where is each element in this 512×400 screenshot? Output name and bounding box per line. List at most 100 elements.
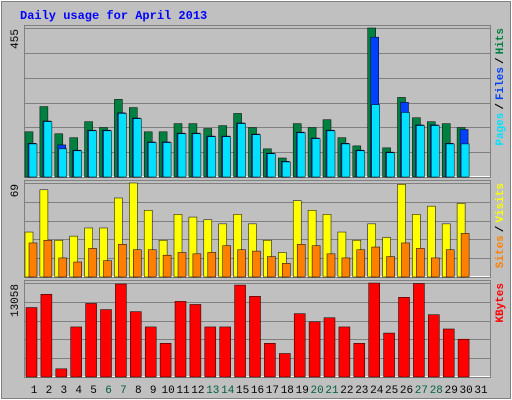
bar xyxy=(460,143,470,178)
bar xyxy=(356,249,366,278)
bar xyxy=(207,136,217,178)
legend-entry: KBytes xyxy=(495,283,507,323)
bar xyxy=(130,311,142,378)
chart-title: Daily usage for April 2013 xyxy=(20,9,207,23)
bar xyxy=(85,303,97,378)
bar xyxy=(88,248,97,278)
x-tick-label: 2 xyxy=(46,385,53,397)
bar xyxy=(25,307,38,378)
bar xyxy=(219,326,231,378)
bar xyxy=(118,244,127,278)
x-tick-label: 10 xyxy=(161,385,174,397)
x-tick-label: 9 xyxy=(150,385,157,397)
bar xyxy=(70,326,82,378)
bar xyxy=(368,282,380,378)
bar xyxy=(323,317,336,378)
bar xyxy=(431,125,440,178)
legend-entry: Visits xyxy=(495,183,507,223)
legend-entry: Files xyxy=(495,67,507,100)
x-tick-label: 6 xyxy=(105,385,112,397)
bar xyxy=(416,125,425,178)
legend-entry: Hits xyxy=(495,28,507,54)
bar xyxy=(133,249,142,278)
legend: KBytes xyxy=(495,283,507,323)
legend-separator: / xyxy=(495,57,507,64)
bar xyxy=(162,142,172,178)
legend-separator: / xyxy=(495,225,507,232)
bar xyxy=(279,353,291,378)
bar xyxy=(326,130,336,178)
bar xyxy=(267,256,276,278)
bar xyxy=(192,133,202,178)
bar xyxy=(162,254,172,278)
bar xyxy=(147,142,157,178)
bar xyxy=(282,161,291,178)
bar xyxy=(267,153,276,178)
x-tick-label: 13 xyxy=(206,385,219,397)
bar xyxy=(308,321,321,378)
bar xyxy=(115,283,127,378)
bar xyxy=(177,252,187,278)
x-tick-label: 27 xyxy=(415,385,428,397)
bar xyxy=(311,138,321,178)
bar xyxy=(237,249,246,278)
bar xyxy=(431,257,440,278)
x-tick-label: 5 xyxy=(90,385,97,397)
bar xyxy=(398,297,410,378)
x-tick-label: 20 xyxy=(310,385,323,397)
bar xyxy=(58,257,68,278)
bar xyxy=(341,257,351,278)
x-tick-label: 26 xyxy=(400,385,413,397)
bar xyxy=(204,326,217,378)
bar xyxy=(428,314,440,378)
bar xyxy=(28,242,38,278)
bar xyxy=(252,134,261,178)
bar xyxy=(383,332,395,378)
bar xyxy=(40,293,53,378)
bar xyxy=(338,326,351,378)
bar xyxy=(118,113,127,178)
x-tick-label: 3 xyxy=(60,385,67,397)
bar xyxy=(353,343,366,378)
bar xyxy=(311,245,321,278)
y-tick-label: 69 xyxy=(10,184,22,197)
legend: Sites / Visits xyxy=(495,183,507,268)
bar xyxy=(445,143,455,178)
bar xyxy=(73,261,82,278)
bar xyxy=(445,249,455,278)
y-tick-label: 13058 xyxy=(10,284,22,317)
bar xyxy=(386,152,395,178)
bar xyxy=(103,130,112,178)
bar xyxy=(371,104,380,178)
bar xyxy=(144,326,157,378)
bar xyxy=(237,123,246,178)
x-tick-label: 28 xyxy=(430,385,443,397)
legend-separator: / xyxy=(495,103,507,110)
bar xyxy=(28,143,38,178)
bar xyxy=(88,130,97,178)
x-tick-label: 31 xyxy=(474,385,488,397)
x-tick-label: 14 xyxy=(221,385,235,397)
x-tick-label: 17 xyxy=(266,385,279,397)
bar xyxy=(55,368,68,378)
legend-entry: Pages xyxy=(495,113,507,146)
bar xyxy=(100,309,112,378)
bar xyxy=(73,150,82,178)
x-tick-label: 7 xyxy=(120,385,127,397)
bar xyxy=(356,150,366,178)
x-tick-label: 21 xyxy=(325,385,339,397)
bar xyxy=(43,239,53,278)
bar xyxy=(293,313,306,378)
x-tick-label: 16 xyxy=(251,385,264,397)
x-tick-label: 19 xyxy=(296,385,309,397)
bar xyxy=(207,252,217,278)
bar xyxy=(282,263,291,278)
bar xyxy=(296,244,306,278)
bar xyxy=(192,253,202,278)
x-tick-label: 24 xyxy=(370,385,384,397)
bar xyxy=(222,136,231,178)
bar xyxy=(252,250,261,278)
bar xyxy=(460,233,470,278)
bar xyxy=(177,133,187,178)
